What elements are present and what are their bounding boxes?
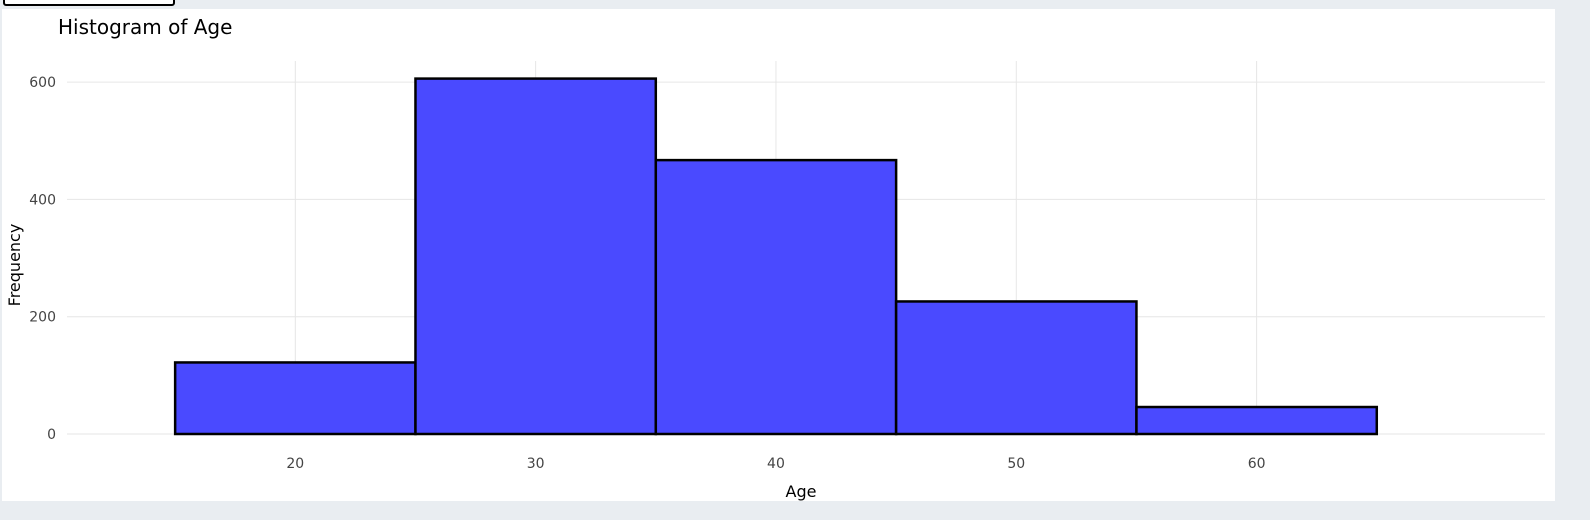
y-axis-title: Frequency — [5, 224, 24, 307]
x-tick-label: 20 — [286, 456, 304, 472]
x-tick-labels: 20 30 40 50 60 — [286, 456, 1265, 472]
y-tick-labels: 0 200 400 600 — [29, 75, 56, 443]
histogram-chart: 0 200 400 600 20 30 40 50 60 Histogram of Age A… — [5, 15, 1545, 501]
x-axis-title: Age — [786, 482, 817, 501]
plot-card: 0 200 400 600 20 30 40 50 60 Histogram of Age A… — [2, 9, 1555, 501]
chart-title: Histogram of Age — [58, 15, 232, 39]
y-tick-label: 400 — [29, 192, 56, 208]
y-tick-label: 200 — [29, 310, 56, 326]
histogram-bar[interactable] — [894, 300, 1138, 436]
histogram-bar[interactable] — [1135, 405, 1379, 436]
partial-button[interactable] — [3, 0, 175, 6]
y-tick-label: 600 — [29, 75, 56, 91]
x-tick-label: 50 — [1007, 456, 1025, 472]
histogram-bar[interactable] — [414, 77, 658, 436]
histogram-bar[interactable] — [654, 158, 898, 436]
x-tick-label: 60 — [1248, 456, 1266, 472]
x-tick-label: 30 — [527, 456, 545, 472]
x-tick-label: 40 — [767, 456, 785, 472]
bars-layer — [173, 77, 1379, 436]
y-tick-label: 0 — [47, 427, 56, 443]
histogram-bar[interactable] — [173, 361, 417, 436]
